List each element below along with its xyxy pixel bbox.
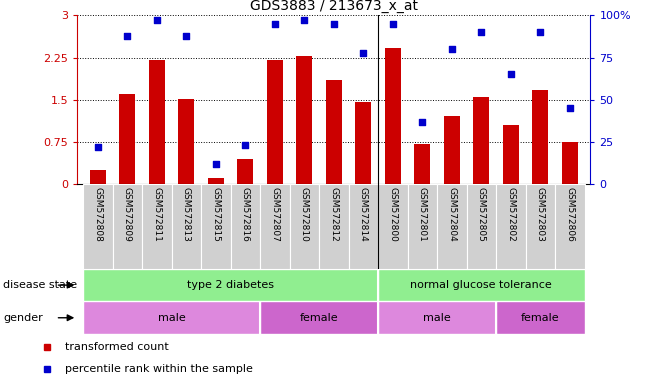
Bar bbox=[555, 184, 584, 269]
Bar bbox=[414, 144, 430, 184]
Bar bbox=[378, 269, 584, 301]
Point bbox=[152, 17, 162, 23]
Bar bbox=[238, 159, 254, 184]
Point bbox=[446, 46, 457, 52]
Bar bbox=[444, 116, 460, 184]
Bar bbox=[319, 184, 348, 269]
Bar bbox=[378, 184, 407, 269]
Bar bbox=[355, 101, 372, 184]
Point bbox=[93, 144, 103, 150]
Text: GSM572804: GSM572804 bbox=[448, 187, 456, 242]
Bar bbox=[290, 184, 319, 269]
Text: GSM572808: GSM572808 bbox=[93, 187, 102, 242]
Point bbox=[476, 29, 486, 35]
Text: percentile rank within the sample: percentile rank within the sample bbox=[66, 364, 254, 374]
Bar bbox=[113, 184, 142, 269]
Point bbox=[535, 29, 546, 35]
Point bbox=[299, 17, 310, 23]
Text: female: female bbox=[521, 313, 560, 323]
Bar bbox=[296, 56, 313, 184]
Bar bbox=[178, 99, 195, 184]
Bar bbox=[325, 80, 342, 184]
Point bbox=[329, 21, 340, 27]
Text: female: female bbox=[300, 313, 338, 323]
Bar bbox=[201, 184, 231, 269]
Text: normal glucose tolerance: normal glucose tolerance bbox=[411, 280, 552, 290]
Bar bbox=[384, 48, 401, 184]
Point bbox=[564, 105, 575, 111]
Text: GSM572811: GSM572811 bbox=[152, 187, 161, 242]
Bar bbox=[348, 184, 378, 269]
Point bbox=[270, 21, 280, 27]
Bar bbox=[231, 184, 260, 269]
Bar bbox=[83, 184, 113, 269]
Text: GSM572801: GSM572801 bbox=[418, 187, 427, 242]
Text: male: male bbox=[158, 313, 185, 323]
Bar bbox=[532, 90, 548, 184]
Text: GSM572813: GSM572813 bbox=[182, 187, 191, 242]
Point bbox=[211, 161, 221, 167]
Bar bbox=[496, 184, 525, 269]
Text: GSM572806: GSM572806 bbox=[566, 187, 574, 242]
Text: GSM572816: GSM572816 bbox=[241, 187, 250, 242]
Text: GSM572815: GSM572815 bbox=[211, 187, 220, 242]
Bar bbox=[142, 184, 172, 269]
Point bbox=[240, 142, 251, 149]
Bar bbox=[473, 97, 489, 184]
Bar bbox=[466, 184, 496, 269]
Bar bbox=[407, 184, 437, 269]
Point bbox=[417, 119, 427, 125]
Bar bbox=[525, 184, 555, 269]
Bar bbox=[562, 142, 578, 184]
Text: GSM572800: GSM572800 bbox=[389, 187, 397, 242]
Text: transformed count: transformed count bbox=[66, 341, 169, 352]
Bar bbox=[149, 60, 165, 184]
Text: GSM572814: GSM572814 bbox=[359, 187, 368, 242]
Bar bbox=[83, 269, 378, 301]
Text: GSM572810: GSM572810 bbox=[300, 187, 309, 242]
Point bbox=[387, 21, 398, 27]
Bar bbox=[119, 94, 136, 184]
Text: GSM572805: GSM572805 bbox=[477, 187, 486, 242]
Text: GSM572802: GSM572802 bbox=[507, 187, 515, 242]
Title: GDS3883 / 213673_x_at: GDS3883 / 213673_x_at bbox=[250, 0, 418, 13]
Point bbox=[358, 50, 368, 56]
Bar bbox=[83, 301, 260, 334]
Bar bbox=[208, 177, 224, 184]
Text: type 2 diabetes: type 2 diabetes bbox=[187, 280, 274, 290]
Point bbox=[122, 33, 133, 39]
Bar bbox=[90, 170, 106, 184]
Point bbox=[181, 33, 192, 39]
Text: male: male bbox=[423, 313, 451, 323]
Text: GSM572807: GSM572807 bbox=[270, 187, 279, 242]
Text: gender: gender bbox=[3, 313, 43, 323]
Bar bbox=[172, 184, 201, 269]
Point bbox=[505, 71, 516, 78]
Bar bbox=[260, 301, 378, 334]
Bar bbox=[503, 125, 519, 184]
Bar bbox=[496, 301, 584, 334]
Bar bbox=[266, 60, 283, 184]
Text: GSM572812: GSM572812 bbox=[329, 187, 338, 242]
Bar bbox=[437, 184, 466, 269]
Text: disease state: disease state bbox=[3, 280, 77, 290]
Bar bbox=[378, 301, 496, 334]
Bar bbox=[260, 184, 290, 269]
Text: GSM572803: GSM572803 bbox=[536, 187, 545, 242]
Text: GSM572809: GSM572809 bbox=[123, 187, 132, 242]
